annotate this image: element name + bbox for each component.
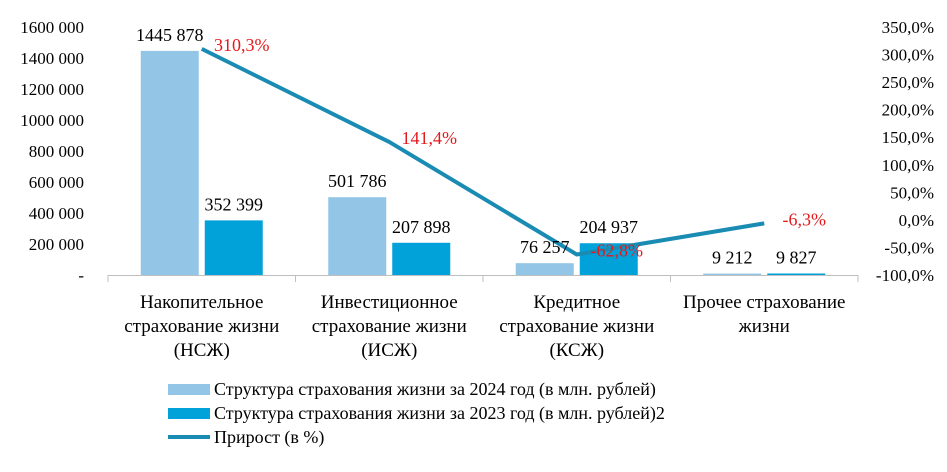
- y-right-tick-label: -50,0%: [884, 238, 934, 257]
- bar-data-label: 76 257: [520, 237, 570, 257]
- bar-2023: [392, 242, 451, 275]
- bars: [140, 50, 826, 275]
- y-left-tick-label: 600 000: [29, 173, 84, 192]
- y-right-tick-label: 150,0%: [882, 128, 934, 147]
- category-label-line: страхование жизни: [124, 316, 279, 337]
- y-left-tick-label: 200 000: [29, 235, 84, 254]
- legend-label-growth: Прирост (в %): [214, 427, 325, 447]
- y-right-tick-label: 0,0%: [899, 211, 934, 230]
- tick-labels: - 200 000 400 000 600 000 800 000 1000 000 120…: [20, 18, 934, 285]
- y-left-tick-label: 1000 000: [20, 111, 84, 130]
- growth-data-label: -62,8%: [591, 240, 644, 260]
- category-label: Кредитное страхование жизни (КСЖ): [499, 292, 654, 361]
- legend-item-2024: Структура страхования жизни за 2024 год …: [168, 377, 665, 401]
- bar-2024: [515, 263, 574, 275]
- axes: [107, 275, 859, 282]
- bar-2024: [328, 197, 387, 275]
- bar-data-label: 204 937: [580, 217, 639, 237]
- bar-data-label: 9 212: [712, 248, 753, 268]
- bar-data-label: 501 786: [328, 171, 387, 191]
- category-label-line: Кредитное: [533, 292, 620, 313]
- category-label: Накопительное страхование жизни (НСЖ): [124, 292, 279, 361]
- y-right-tick-label: 300,0%: [882, 46, 934, 65]
- data-labels: 1445 878 501 786 76 257 9 212 352 399 207 898…: [136, 25, 826, 268]
- legend-swatch-growth: [168, 435, 210, 439]
- y-right-tick-label: -100,0%: [876, 266, 934, 285]
- bar-data-label: 207 898: [392, 217, 451, 237]
- growth-data-label: 310,3%: [214, 35, 270, 55]
- y-left-tick-label: 800 000: [29, 142, 84, 161]
- category-label-line: (НСЖ): [174, 340, 230, 361]
- legend-label-2023: Структура страхования жизни за 2023 год …: [214, 403, 665, 423]
- category-label-line: страхование жизни: [499, 316, 654, 337]
- category-label: Прочее страхование жизни: [683, 292, 846, 337]
- legend-swatch-2023: [168, 407, 210, 419]
- category-label: Инвестиционное страхование жизни (ИСЖ): [312, 292, 467, 361]
- legend-item-growth: Прирост (в %): [168, 425, 665, 449]
- y-right-tick-label: 100,0%: [882, 156, 934, 175]
- y-left-tick-label: 400 000: [29, 204, 84, 223]
- category-label-line: Прочее страхование: [683, 292, 846, 313]
- bar-data-label: 9 827: [776, 247, 817, 267]
- growth-line-path: [200, 47, 765, 257]
- y-right-tick-label: 50,0%: [890, 183, 934, 202]
- category-labels: Накопительное страхование жизни (НСЖ) Инвес…: [124, 292, 845, 361]
- bar-2023: [767, 273, 826, 275]
- growth-data-label: 141,4%: [402, 128, 458, 148]
- legend-swatch-2024: [168, 383, 210, 395]
- bar-data-label: 1445 878: [136, 25, 204, 45]
- legend-item-2023: Структура страхования жизни за 2023 год …: [168, 401, 665, 425]
- category-label-line: страхование жизни: [312, 316, 467, 337]
- y-left-tick-label: -: [78, 266, 84, 285]
- y-left-tick-label: 1200 000: [20, 80, 84, 99]
- category-label-line: Накопительное: [140, 292, 263, 313]
- y-left-tick-label: 1600 000: [20, 18, 84, 37]
- legend: Структура страхования жизни за 2024 год …: [168, 377, 665, 449]
- y-right-tick-label: 350,0%: [882, 18, 934, 37]
- bar-data-label: 352 399: [205, 194, 264, 214]
- bar-2024: [140, 50, 199, 275]
- category-label-line: жизни: [738, 316, 790, 337]
- legend-label-2024: Структура страхования жизни за 2024 год …: [214, 379, 656, 399]
- bar-2024: [703, 273, 762, 275]
- category-label-line: (ИСЖ): [361, 340, 417, 361]
- growth-line: [200, 47, 765, 257]
- y-right-tick-label: 250,0%: [882, 73, 934, 92]
- category-label-line: (КСЖ): [549, 340, 604, 361]
- growth-data-label: -6,3%: [783, 209, 827, 229]
- y-right-tick-label: 200,0%: [882, 101, 934, 120]
- category-label-line: Инвестиционное: [321, 292, 458, 313]
- y-left-tick-label: 1400 000: [20, 49, 84, 68]
- bar-2023: [204, 220, 263, 275]
